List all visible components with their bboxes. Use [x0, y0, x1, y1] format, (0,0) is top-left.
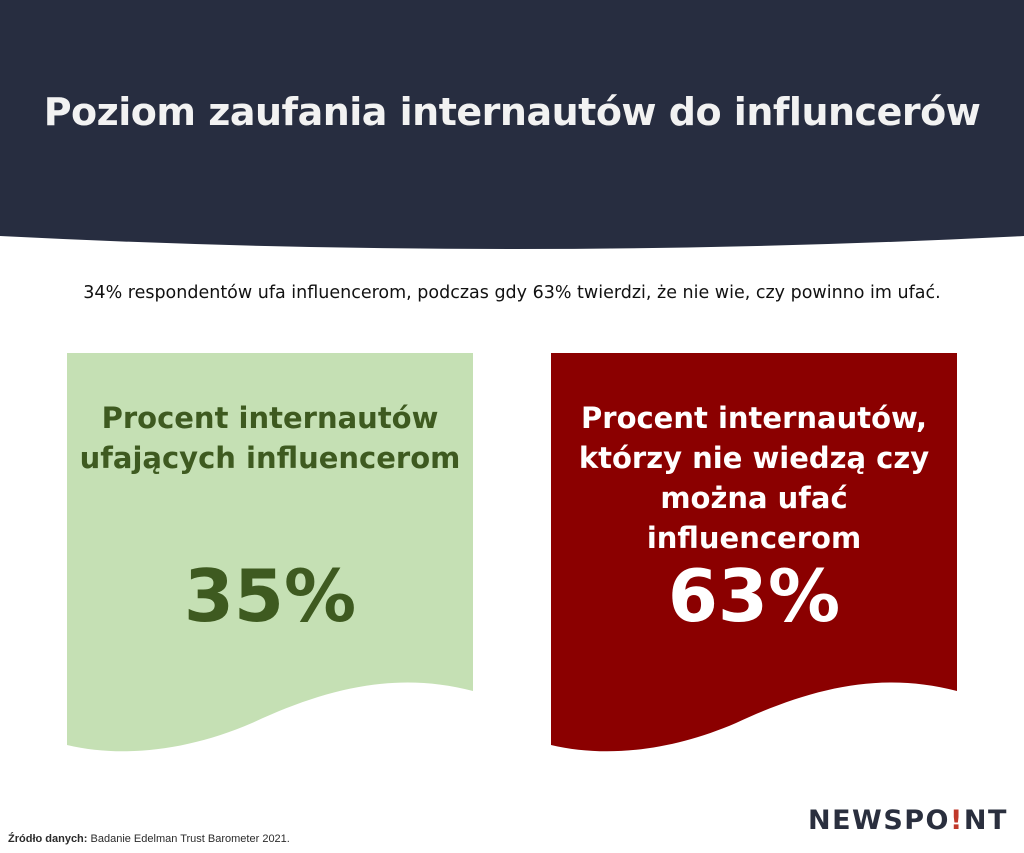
card-trusting-background — [67, 353, 473, 752]
data-source-text: Badanie Edelman Trust Barometer 2021. — [87, 833, 290, 845]
card-trusting-label: Procent internautów ufających influencer… — [67, 398, 473, 478]
card-unsure-label-line1: Procent internautów, — [581, 401, 927, 435]
card-trusting-value: 35% — [183, 554, 357, 638]
card-trusting-label-line2: ufających influencerom — [79, 441, 461, 475]
card-unsure-label: Procent internautów, którzy nie wiedzą c… — [551, 398, 957, 558]
logo-exclamation: ! — [950, 805, 964, 836]
logo-part1: NEWSPO — [808, 805, 951, 836]
header-background — [0, 0, 1024, 249]
card-unsure-background — [551, 353, 957, 752]
logo-part3: NT — [963, 805, 1008, 836]
card-trusting: Procent internautów ufających influencer… — [67, 353, 473, 759]
newspoint-logo: NEWSPO!NT — [808, 805, 1008, 836]
card-unsure-label-line2: którzy nie wiedzą czy — [578, 441, 930, 475]
page-title: Poziom zaufania internautów do influncer… — [43, 90, 981, 134]
card-unsure-value: 63% — [667, 554, 841, 638]
card-trusting-label-line1: Procent internautów — [101, 401, 439, 435]
card-unsure: Procent internautów, którzy nie wiedzą c… — [551, 353, 957, 759]
header-banner: Poziom zaufania internautów do influncer… — [0, 0, 1024, 252]
card-unsure-label-line3: można ufać influencerom — [646, 481, 862, 555]
data-source: Źródło danych: Badanie Edelman Trust Bar… — [8, 833, 290, 845]
data-source-prefix: Źródło danych: — [8, 833, 88, 845]
summary-text: 34% respondentów ufa influencerom, podcz… — [83, 283, 941, 303]
